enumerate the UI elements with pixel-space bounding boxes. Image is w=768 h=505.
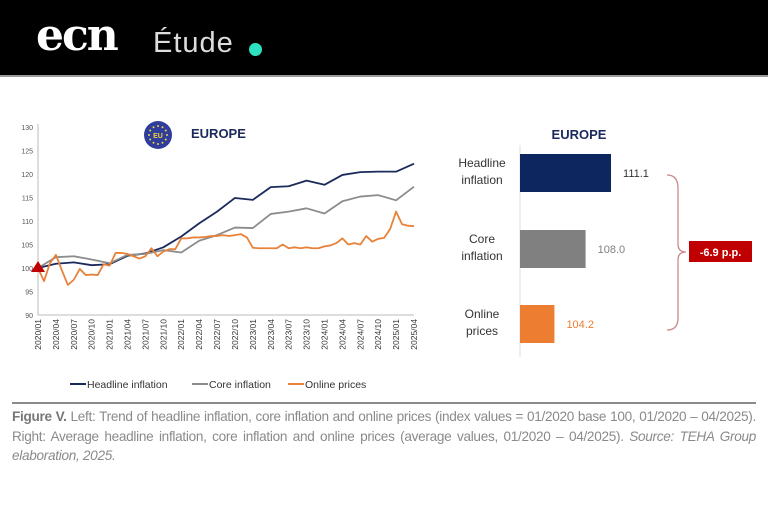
caption-text: Left: Trend of headline inflation, core … xyxy=(12,409,757,444)
x-tick-label: 2024/04 xyxy=(337,319,347,350)
eu-star xyxy=(149,129,152,132)
x-tick-label: 2022/10 xyxy=(230,319,240,350)
legend-label: Online prices xyxy=(305,379,366,391)
bar-category-label: inflation xyxy=(461,249,502,263)
bar-value-label: 108.0 xyxy=(598,244,626,256)
x-tick-label: 2025/04 xyxy=(409,319,419,350)
bar-online-prices xyxy=(520,305,555,343)
legend-label: Headline inflation xyxy=(87,379,168,391)
y-tick-label: 105 xyxy=(21,243,33,250)
header-bar: ecn Étude xyxy=(0,0,768,75)
x-tick-label: 2022/07 xyxy=(212,319,222,350)
bar-headline-inflation xyxy=(520,154,612,192)
bar-category-label: Core xyxy=(469,232,495,246)
x-tick-label: 2023/04 xyxy=(266,319,276,350)
base-triangle-marker xyxy=(31,261,45,272)
x-tick-label: 2021/10 xyxy=(158,319,168,350)
eu-star xyxy=(161,141,164,144)
section-title: Étude xyxy=(153,27,234,59)
y-tick-label: 115 xyxy=(22,196,33,203)
bar-category-label: Online xyxy=(465,307,500,321)
eu-star xyxy=(166,134,168,136)
x-tick-label: 2024/07 xyxy=(355,319,365,350)
eu-star xyxy=(164,129,167,132)
x-tick-label: 2023/01 xyxy=(248,319,258,350)
figure-caption: Figure V. Left: Trend of headline inflat… xyxy=(12,407,756,466)
eu-flag-icon: EU xyxy=(144,121,172,149)
difference-badge xyxy=(689,241,752,262)
x-tick-label: 2025/01 xyxy=(391,319,401,350)
x-tick-label: 2020/10 xyxy=(87,319,97,350)
x-tick-label: 2022/01 xyxy=(176,319,186,350)
eu-flag-text: EU xyxy=(153,133,163,140)
series-line-core-inflation xyxy=(37,185,415,269)
x-tick-label: 2020/04 xyxy=(51,319,61,350)
difference-badge-text: -6.9 p.p. xyxy=(700,247,742,259)
y-tick-label: 120 xyxy=(21,172,33,179)
eu-flag-circle xyxy=(144,121,172,149)
bar-core-inflation xyxy=(520,230,586,268)
eu-star xyxy=(164,138,167,141)
bar-category-label: inflation xyxy=(461,173,502,187)
x-tick-label: 2020/01 xyxy=(33,319,43,350)
bar-chart-title: EUROPE xyxy=(552,127,607,142)
x-tick-label: 2021/07 xyxy=(140,319,150,350)
x-tick-label: 2022/04 xyxy=(194,319,204,350)
x-tick-label: 2023/10 xyxy=(302,319,312,350)
bar-category-label: prices xyxy=(466,324,498,338)
ecn-logo[interactable]: ecn xyxy=(36,10,119,61)
bar-value-label: 104.2 xyxy=(566,319,594,331)
eu-star xyxy=(161,126,164,129)
bar-value-label: 111.1 xyxy=(623,168,649,180)
figure-charts: 90 95 100 105 110 115 120 125 130 2020/01 2020/04 2… xyxy=(21,121,752,391)
accent-dot-icon xyxy=(249,43,262,56)
header-divider xyxy=(0,75,768,77)
y-tick-label: 130 xyxy=(21,125,33,132)
legend-label: Core inflation xyxy=(209,379,271,391)
series-line-headline-inflation xyxy=(37,162,415,269)
y-tick-label: 125 xyxy=(21,149,33,156)
x-tick-label: 2021/04 xyxy=(123,319,133,350)
eu-star xyxy=(157,143,159,145)
y-tick-label: 110 xyxy=(22,219,33,226)
x-tick-label: 2021/01 xyxy=(105,319,115,350)
x-tick-label: 2024/10 xyxy=(373,319,383,350)
x-tick-label: 2024/01 xyxy=(319,319,329,350)
brace-bracket xyxy=(666,174,687,331)
series-line-online-prices xyxy=(37,210,415,286)
bar-category-label: Headline xyxy=(458,156,506,170)
line-chart-title: EUROPE xyxy=(191,126,246,141)
y-tick-label: 95 xyxy=(25,290,33,297)
caption-divider xyxy=(12,402,756,404)
caption-label: Figure V. xyxy=(12,409,67,424)
y-tick-label: 100 xyxy=(21,266,33,273)
eu-star xyxy=(152,126,155,129)
x-tick-label: 2020/07 xyxy=(69,319,79,350)
y-tick-label: 90 xyxy=(25,313,33,320)
eu-star xyxy=(157,125,159,127)
eu-star xyxy=(149,138,152,141)
eu-star xyxy=(152,141,155,144)
eu-star xyxy=(148,134,150,136)
caption-source: Source: TEHA Group elaboration, 2025. xyxy=(12,428,756,464)
x-tick-label: 2023/07 xyxy=(284,319,294,350)
